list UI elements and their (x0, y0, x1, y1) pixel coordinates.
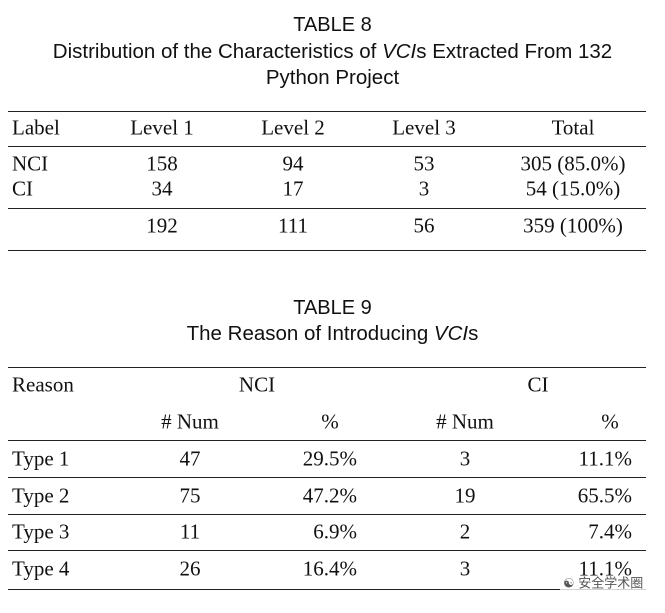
sub-header: # Num (436, 409, 494, 434)
header-cell: Level 1 (130, 115, 194, 140)
header-cell: Level 3 (392, 115, 456, 140)
caption-text: s (468, 322, 479, 345)
cell: 47 (179, 446, 201, 471)
rule (8, 477, 646, 478)
cell: Type 2 (12, 483, 70, 507)
total-cell: 56 (413, 213, 435, 238)
cell: 34 (151, 176, 173, 201)
cell: 305 (85.0%) (520, 151, 626, 176)
group-header: CI (527, 372, 549, 397)
watermark-text: 安全学术圈 (578, 575, 644, 591)
rule (8, 440, 646, 441)
total-cell: 111 (278, 213, 308, 238)
cell: 3 (459, 556, 471, 580)
caption-text: Distribution of the Characteristics of (52, 40, 383, 63)
cell: 47.2% (302, 483, 357, 507)
total-cell: 192 (146, 213, 178, 238)
group-header: NCI (238, 372, 276, 397)
total-cell: 359 (100%) (523, 213, 623, 238)
cell: 53 (413, 151, 435, 176)
rule (8, 514, 646, 515)
caption-text: The Reason of Introducing (186, 322, 434, 345)
rule (8, 550, 646, 551)
cell: 7.4% (588, 519, 632, 544)
header-cell: Level 2 (261, 115, 325, 140)
cell: 158 (146, 151, 178, 176)
cell: Type 3 (12, 519, 70, 544)
cell: CI (12, 176, 33, 201)
caption-italic: VCI (433, 322, 469, 345)
cell: 29.5% (302, 446, 357, 471)
sub-header: % (601, 409, 619, 434)
rule (8, 111, 646, 112)
rule (8, 250, 646, 251)
sub-header: % (321, 409, 339, 434)
rule (8, 208, 646, 209)
caption-italic: VCI (382, 40, 417, 63)
cell: 94 (282, 151, 304, 176)
cell: 19 (454, 483, 476, 507)
rule (8, 367, 646, 368)
sub-header: # Num (161, 409, 219, 434)
table-label: TABLE 8 (293, 14, 372, 36)
rule (8, 146, 646, 147)
cell: 11.1% (578, 556, 632, 580)
caption-text: s Extracted From 132 Python Project (265, 40, 613, 89)
cell: 6.9% (313, 519, 357, 544)
cell: Type 1 (12, 446, 70, 471)
cell: 17 (282, 176, 304, 201)
cell: Type 4 (12, 556, 70, 580)
cell: 54 (15.0%) (525, 176, 621, 201)
cell: 2 (459, 519, 471, 544)
table-label: TABLE 9 (293, 297, 372, 319)
cell: 75 (179, 483, 201, 507)
table-caption: Distribution of the Characteristics of V… (20, 39, 645, 91)
cell: 3 (418, 176, 430, 201)
header-cell: Label (12, 115, 60, 140)
rule (8, 589, 646, 590)
cell: 3 (459, 446, 471, 471)
cell: 65.5% (577, 483, 632, 507)
watermark: ☯ 安全学术圈 (560, 575, 647, 591)
header-cell: Total (551, 115, 595, 140)
cell: 11 (179, 519, 201, 544)
cell: NCI (12, 151, 49, 176)
group-header: Reason (12, 372, 74, 397)
cell: 26 (179, 556, 201, 580)
cell: 16.4% (302, 556, 357, 580)
cell: 11.1% (578, 446, 632, 471)
table-caption: The Reason of Introducing VCIs (20, 321, 645, 347)
